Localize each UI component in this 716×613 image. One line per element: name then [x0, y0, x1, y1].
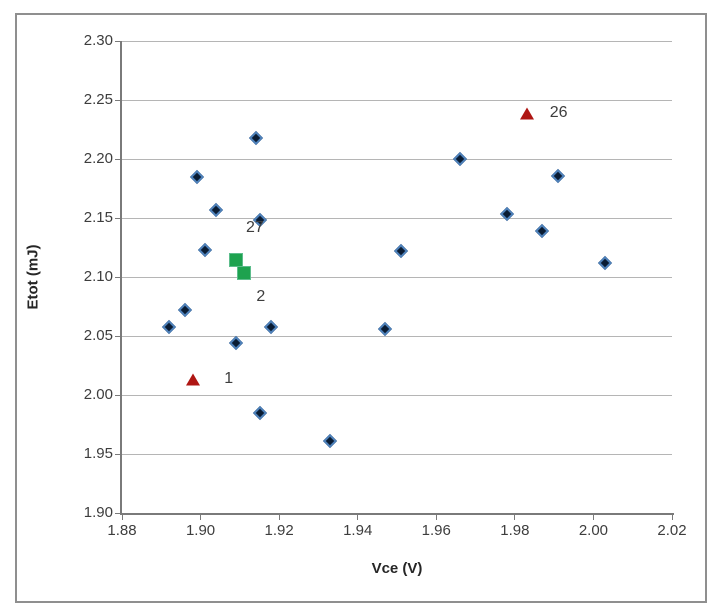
x-tick-label: 1.98 [500, 522, 530, 539]
x-axis-tick [278, 515, 280, 520]
y-tick-label: 1.95 [83, 445, 113, 462]
diamond-marker-icon [378, 321, 393, 336]
x-tick-label: 1.92 [264, 522, 294, 539]
y-tick-label: 1.90 [83, 504, 113, 521]
x-axis-tick [514, 515, 516, 520]
triangle-marker-icon [519, 107, 534, 120]
x-axis-tick [592, 515, 594, 520]
diamond-marker-icon [535, 223, 550, 239]
x-axis-line [120, 513, 674, 515]
x-tick-label: 1.96 [421, 522, 451, 539]
diamond-marker-icon [499, 207, 515, 222]
x-tick-label: 2.02 [657, 522, 687, 539]
y-tick-label: 2.00 [83, 386, 113, 403]
diamond-marker-icon [264, 319, 279, 334]
y-axis-tick [115, 217, 120, 219]
chart-outer-border: Etot (mJ) Vce (V) 26 1 27 2 1.90 1.95 2.00 2.0… [15, 13, 707, 603]
diamond-marker-icon [598, 255, 613, 270]
diamond-marker-icon [209, 202, 224, 217]
diamond-marker-icon [323, 433, 338, 449]
y-axis-tick [115, 158, 120, 160]
gridline [122, 217, 672, 219]
diamond-marker-icon [189, 169, 204, 184]
y-tick-label: 2.05 [83, 327, 113, 344]
y-tick-label: 2.15 [83, 209, 113, 226]
x-axis-tick [435, 515, 437, 520]
data-point-label: 2 [256, 288, 266, 306]
gridline [122, 276, 672, 278]
data-point-label: 27 [246, 219, 264, 237]
gridline [122, 335, 672, 337]
y-axis-tick [115, 453, 120, 455]
y-axis-tick [115, 276, 120, 278]
x-tick-label: 1.90 [185, 522, 216, 539]
y-axis-tick [115, 99, 120, 101]
y-axis-tick [115, 40, 120, 42]
x-tick-label: 1.88 [107, 522, 137, 539]
x-tick-label: 1.94 [343, 522, 373, 539]
x-axis-title: Vce (V) [371, 560, 423, 577]
diamond-marker-icon [393, 243, 408, 259]
diamond-marker-icon [177, 302, 192, 318]
x-axis-tick [671, 515, 673, 520]
y-tick-label: 2.25 [83, 91, 113, 108]
y-axis-title: Etot (mJ) [24, 244, 42, 310]
y-axis-tick [115, 394, 120, 396]
square-marker-icon [236, 266, 251, 281]
data-point-label: 26 [549, 104, 568, 122]
x-axis-tick [121, 515, 123, 520]
x-tick-label: 2.00 [578, 522, 609, 539]
x-axis-tick [200, 515, 202, 520]
diamond-marker-icon [248, 130, 263, 145]
y-tick-label: 2.30 [83, 32, 113, 49]
triangle-marker-icon [185, 373, 200, 386]
diamond-marker-icon [452, 151, 467, 167]
gridline [122, 40, 672, 42]
gridline [122, 394, 672, 396]
y-axis-tick [115, 335, 120, 337]
diamond-marker-icon [550, 168, 566, 183]
x-axis-tick [357, 515, 359, 520]
gridline [122, 99, 672, 101]
y-tick-label: 2.10 [83, 268, 113, 285]
diamond-marker-icon [252, 405, 267, 420]
diamond-marker-icon [162, 319, 177, 334]
y-axis-line [120, 41, 122, 515]
gridline [122, 453, 672, 455]
diamond-marker-icon [228, 336, 243, 351]
data-point-label: 1 [224, 369, 234, 387]
diamond-marker-icon [197, 242, 212, 257]
plot-area: 26 1 27 2 [115, 40, 674, 520]
y-axis-tick [115, 512, 120, 514]
gridline [122, 158, 672, 160]
square-marker-icon [228, 253, 243, 268]
y-tick-label: 2.20 [83, 150, 113, 167]
